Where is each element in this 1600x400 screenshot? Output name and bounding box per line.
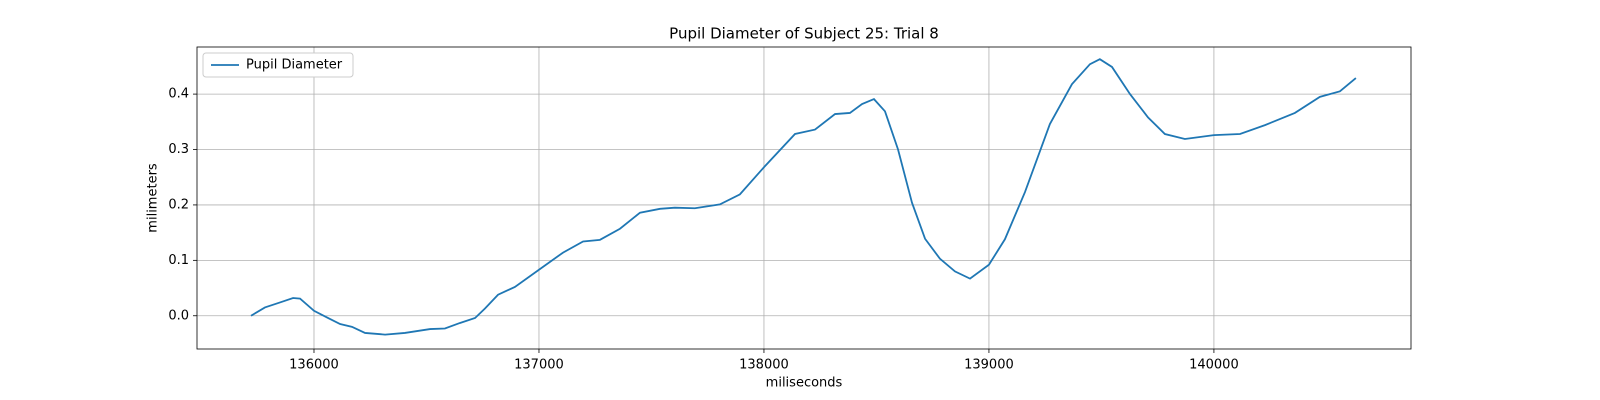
data-line	[250, 58, 1357, 336]
y-tick-label: 0.4	[168, 87, 189, 102]
x-tick-label: 136000	[289, 358, 339, 373]
y-tick-label: 0.3	[168, 142, 189, 157]
x-axis-label: miliseconds	[766, 376, 843, 391]
y-axis-label: milimeters	[146, 163, 161, 233]
x-tick-label: 140000	[1189, 358, 1239, 373]
legend: Pupil Diameter	[202, 52, 354, 78]
legend-box	[202, 52, 354, 78]
x-tick-label: 137000	[514, 358, 564, 373]
y-tick-label: 0.2	[168, 197, 189, 212]
chart-title: Pupil Diameter of Subject 25: Trial 8	[669, 25, 939, 43]
y-tick-label: 0.1	[168, 253, 189, 268]
legend-label: Pupil Diameter	[246, 58, 343, 73]
plot-frame	[196, 46, 1412, 350]
x-tick-label: 139000	[964, 358, 1014, 373]
x-tick-label: 138000	[739, 358, 789, 373]
y-tick-label: 0.0	[168, 308, 189, 323]
